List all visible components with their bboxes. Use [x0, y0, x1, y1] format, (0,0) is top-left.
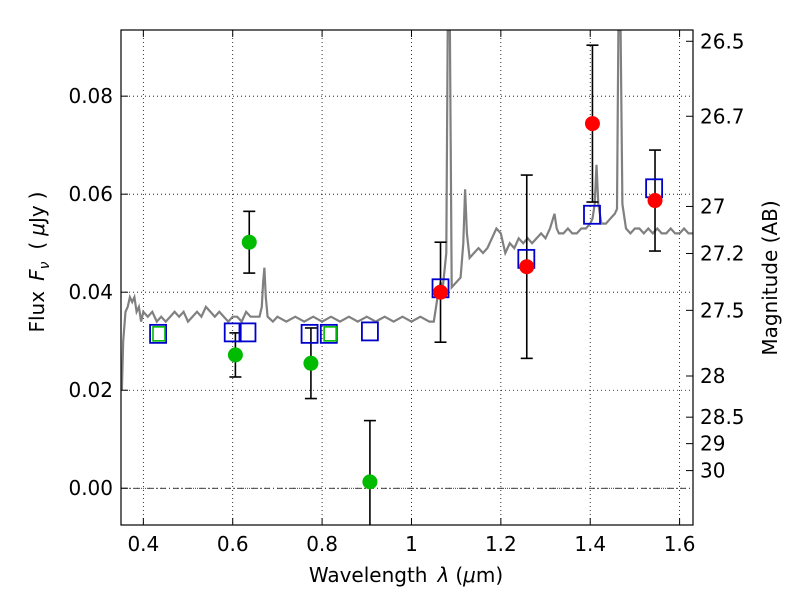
- spectrum-layer: [121, 30, 693, 391]
- red-point: [519, 259, 535, 275]
- tick-layer: 0.4 0.6 0.8 1 1.2 1.4 1.6 0.00 0.02 0.04 0.06 0.08 2…: [68, 29, 744, 556]
- y-tick-label: 0.08: [68, 84, 113, 108]
- mag-tick-label: 29: [700, 432, 725, 456]
- x-tick-label: 1.2: [485, 532, 517, 556]
- model-square: [149, 323, 167, 344]
- y-tick-label: 0.06: [68, 182, 113, 206]
- green-square: [152, 326, 166, 342]
- y-tick-label: 0.00: [68, 476, 113, 500]
- y-axis-label: FluxFν(μJy): [25, 191, 53, 332]
- mag-tick-label: 30: [700, 459, 725, 483]
- model-square: [238, 322, 257, 343]
- frame-layer: [120, 29, 694, 526]
- spectrum-line: [121, 30, 693, 391]
- mag-tick-label: 26.7: [700, 104, 745, 128]
- red-point: [433, 284, 449, 300]
- y-tick-label: 0.04: [68, 280, 113, 304]
- mag-tick-label: 27.5: [700, 298, 745, 322]
- y-tick-label: 0.02: [68, 378, 113, 402]
- model-square: [583, 204, 601, 225]
- green-point: [227, 347, 243, 363]
- x-tick-label: 1.4: [574, 532, 606, 556]
- grid-layer: [121, 30, 693, 525]
- green-point: [303, 355, 319, 371]
- x-tick-label: 0.4: [127, 532, 159, 556]
- green-point: [241, 234, 257, 250]
- mag-tick-label: 26.5: [700, 29, 745, 53]
- plot-frame: [120, 29, 694, 526]
- mag-tick-label: 27: [700, 194, 725, 218]
- x-tick-label: 1.6: [664, 532, 696, 556]
- x-tick-label: 0.6: [217, 532, 249, 556]
- model-square: [361, 321, 379, 342]
- model-square: [223, 322, 242, 343]
- mag-tick-label: 28.5: [700, 405, 745, 429]
- model-square: [300, 323, 319, 344]
- y-axis-right-label: Magnitude (AB): [758, 200, 782, 355]
- green-square: [323, 326, 337, 342]
- x-tick-label: 1: [405, 532, 418, 556]
- mag-tick-label: 28: [700, 364, 725, 388]
- red-point: [584, 116, 600, 132]
- mag-tick-label: 27.2: [700, 241, 745, 265]
- marker-layer: [149, 44, 664, 525]
- green-point: [362, 474, 378, 490]
- x-axis-label: Wavelength λ (μm): [309, 563, 503, 587]
- x-tick-label: 0.8: [306, 532, 338, 556]
- red-point: [647, 193, 663, 209]
